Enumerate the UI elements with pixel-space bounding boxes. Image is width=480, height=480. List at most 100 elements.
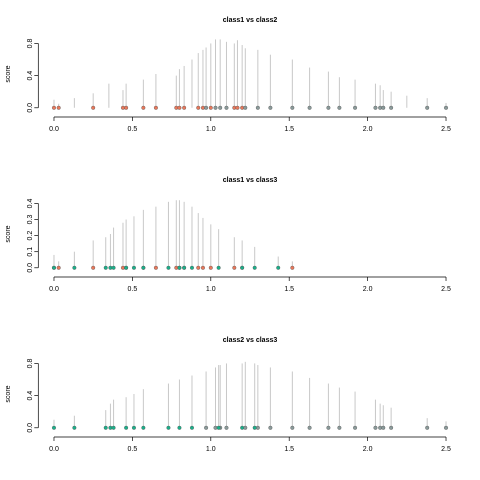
class-point <box>307 105 312 110</box>
class-point <box>389 425 394 430</box>
class-point <box>290 265 295 270</box>
class-point <box>240 425 245 430</box>
y-axis-label: score <box>5 385 12 402</box>
x-tick-label: 1.5 <box>284 126 294 133</box>
chart-title: class1 vs class2 <box>223 17 278 24</box>
x-tick-label: 0.0 <box>49 446 59 453</box>
x-tick-label: 1.0 <box>206 286 216 293</box>
class-point <box>56 105 61 110</box>
x-tick-label: 1.0 <box>206 446 216 453</box>
class-point <box>177 105 182 110</box>
chart-title: class2 vs class3 <box>223 337 278 344</box>
class-point <box>224 105 229 110</box>
class-point <box>337 105 342 110</box>
y-tick-label: 0.4 <box>27 198 34 208</box>
class-point <box>124 265 129 270</box>
class-point <box>243 105 248 110</box>
class-point <box>353 425 358 430</box>
class-point <box>218 105 223 110</box>
class-point <box>381 105 386 110</box>
class-point <box>177 425 182 430</box>
class-point <box>72 425 77 430</box>
class-point <box>182 105 187 110</box>
class-point <box>326 105 331 110</box>
class-point <box>213 105 218 110</box>
class-point <box>268 425 273 430</box>
class-point <box>111 265 116 270</box>
y-axis-label: score <box>5 65 12 82</box>
x-tick-label: 1.0 <box>206 126 216 133</box>
class-point <box>111 425 116 430</box>
y-tick-label: 0.4 <box>27 391 34 401</box>
class-point <box>337 425 342 430</box>
class-point <box>141 265 146 270</box>
class-point <box>91 265 96 270</box>
class-point <box>153 105 158 110</box>
class-point <box>91 105 96 110</box>
x-tick-label: 2.0 <box>363 286 373 293</box>
y-tick-label: 0.4 <box>27 71 34 81</box>
class-point <box>232 265 237 270</box>
class-point <box>182 265 187 270</box>
y-tick-label: 0.1 <box>27 247 34 257</box>
class-point <box>103 425 108 430</box>
class-point <box>131 265 136 270</box>
class-point <box>252 425 257 430</box>
y-axis-label: score <box>5 225 12 242</box>
class-point <box>103 265 108 270</box>
y-tick-label: 0.0 <box>27 423 34 433</box>
class-point <box>131 425 136 430</box>
y-tick-label: 0.0 <box>27 263 34 273</box>
class-point <box>204 105 209 110</box>
class-point <box>425 425 430 430</box>
x-tick-label: 1.5 <box>284 286 294 293</box>
class-point <box>166 425 171 430</box>
class-point <box>444 105 449 110</box>
class-point <box>381 425 386 430</box>
class-point <box>235 105 240 110</box>
class-point <box>307 425 312 430</box>
x-tick-label: 2.0 <box>363 446 373 453</box>
x-tick-label: 0.5 <box>128 286 138 293</box>
class-point <box>166 265 171 270</box>
x-tick-label: 2.5 <box>441 126 451 133</box>
x-tick-label: 1.5 <box>284 446 294 453</box>
x-tick-label: 0.0 <box>49 286 59 293</box>
class-point <box>255 105 260 110</box>
class-point <box>224 425 229 430</box>
class-point <box>200 265 205 270</box>
class-point <box>141 105 146 110</box>
class-point <box>204 425 209 430</box>
class-point <box>326 425 331 430</box>
class-point <box>51 105 56 110</box>
class-point <box>389 105 394 110</box>
y-tick-label: 0.3 <box>27 215 34 225</box>
class-point <box>153 265 158 270</box>
x-tick-label: 2.0 <box>363 126 373 133</box>
x-tick-label: 2.5 <box>441 446 451 453</box>
chart-title: class1 vs class3 <box>223 177 278 184</box>
x-tick-label: 0.5 <box>128 126 138 133</box>
x-tick-label: 0.5 <box>128 446 138 453</box>
class-point <box>51 425 56 430</box>
class-point <box>51 265 56 270</box>
class-point <box>72 265 77 270</box>
class-point <box>373 425 378 430</box>
class-point <box>177 265 182 270</box>
class-point <box>216 265 221 270</box>
class-point <box>353 105 358 110</box>
class-point <box>124 105 129 110</box>
class-point <box>290 425 295 430</box>
class-point <box>373 105 378 110</box>
class-point <box>252 265 257 270</box>
class-point <box>189 265 194 270</box>
class-point <box>208 105 213 110</box>
x-tick-label: 2.5 <box>441 286 451 293</box>
class-point <box>124 425 129 430</box>
class-point <box>189 425 194 430</box>
class-point <box>196 105 201 110</box>
class-point <box>444 425 449 430</box>
class-point <box>276 265 281 270</box>
class-point <box>208 265 213 270</box>
